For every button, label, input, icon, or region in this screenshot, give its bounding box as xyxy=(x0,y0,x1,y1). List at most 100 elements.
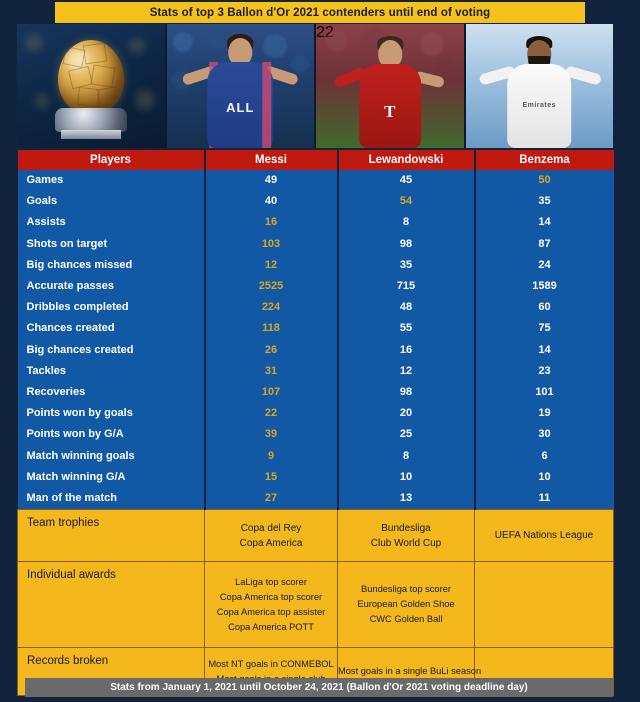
stat-label: Goals xyxy=(17,191,206,213)
stat-label: Chances created xyxy=(17,318,206,340)
stat-value-lewandowski: 12 xyxy=(337,360,476,383)
stat-value-messi: 103 xyxy=(204,233,339,255)
stat-value-lewandowski: 8 xyxy=(337,445,476,467)
stat-label: Accurate passes xyxy=(17,276,206,298)
award-item: European Golden Shoe xyxy=(357,599,455,610)
stat-value-benzema: 50 xyxy=(474,170,614,192)
stat-value-lewandowski: 55 xyxy=(337,318,476,340)
stat-label: Man of the match xyxy=(17,488,206,510)
award-row: Individual awards LaLiga top scorer Copa A… xyxy=(17,561,614,649)
table-row: Games 49 45 50 xyxy=(17,170,614,192)
stat-value-messi: 22 xyxy=(204,403,339,425)
awards-body: Team trophies Copa del Rey Copa America Bun… xyxy=(17,509,614,697)
stat-value-messi: 27 xyxy=(204,488,339,510)
table-row: Points won by G/A 39 25 30 xyxy=(17,424,614,446)
stat-label: Big chances created xyxy=(17,339,206,361)
stats-table: Players Messi Lewandowski Benzema Games 4… xyxy=(17,150,614,697)
award-label: Team trophies xyxy=(17,509,205,563)
stat-value-lewandowski: 98 xyxy=(337,233,476,255)
award-item: Copa del Rey xyxy=(240,522,302,534)
benzema-figure: Emirates xyxy=(466,24,614,148)
header-messi: Messi xyxy=(204,150,339,170)
stat-label: Match winning G/A xyxy=(17,466,206,489)
award-item: Most goals in a single BuLi season xyxy=(338,666,482,677)
table-row: Accurate passes 2525 715 1589 xyxy=(17,276,614,298)
stat-value-lewandowski: 20 xyxy=(337,403,476,425)
stat-value-lewandowski: 48 xyxy=(337,297,476,319)
header-lewandowski: Lewandowski xyxy=(337,150,476,170)
stat-label: Assists xyxy=(17,212,206,234)
table-row: Dribbles completed 224 48 60 xyxy=(17,297,614,319)
stat-value-benzema: 14 xyxy=(474,339,614,361)
stats-body: Games 49 45 50 Goals 40 54 35 Assists 16 8 14 Shots … xyxy=(17,170,614,510)
stat-value-messi: 12 xyxy=(204,254,339,277)
messi-photo: ALL xyxy=(164,24,315,148)
award-item: Bundesliga xyxy=(381,522,431,534)
header-players: Players xyxy=(17,150,206,170)
trophy-base xyxy=(54,108,127,132)
award-cell-benzema xyxy=(474,561,614,649)
stat-value-messi: 118 xyxy=(204,318,339,340)
stat-value-messi: 16 xyxy=(204,212,339,234)
header-row: Players Messi Lewandowski Benzema xyxy=(17,150,614,170)
stat-value-benzema: 1589 xyxy=(474,276,614,298)
award-item: CWC Golden Ball xyxy=(369,614,443,625)
stat-value-benzema: 10 xyxy=(474,466,614,489)
stat-value-benzema: 101 xyxy=(474,382,614,404)
lewandowski-photo: 22 T xyxy=(314,24,464,148)
stat-value-lewandowski: 25 xyxy=(337,424,476,446)
stat-value-lewandowski: 13 xyxy=(337,488,476,510)
trophy-plinth xyxy=(60,130,121,139)
table-row: Goals 40 54 35 xyxy=(17,191,614,213)
stat-label: Big chances missed xyxy=(17,254,206,277)
benzema-photo: Emirates xyxy=(463,24,614,148)
stat-value-benzema: 19 xyxy=(474,403,614,425)
footer-bar: Stats from January 1, 2021 until October… xyxy=(25,678,613,697)
stat-value-messi: 2525 xyxy=(204,276,339,298)
stat-label: Points won by goals xyxy=(17,403,206,425)
stat-value-benzema: 14 xyxy=(474,212,614,234)
table-header: Players Messi Lewandowski Benzema xyxy=(17,150,614,170)
award-item: Copa America top scorer xyxy=(219,591,323,602)
table-row: Big chances created 26 16 14 xyxy=(17,339,614,361)
stat-value-messi: 9 xyxy=(204,445,339,467)
stat-value-benzema: 60 xyxy=(474,297,614,319)
stat-value-lewandowski: 715 xyxy=(337,276,476,298)
award-cell-lewandowski: Bundesliga Club World Cup xyxy=(337,509,475,563)
table-row: Big chances missed 12 35 24 xyxy=(17,254,614,277)
award-cell-benzema: UEFA Nations League xyxy=(474,509,614,563)
table-row: Tackles 31 12 23 xyxy=(17,360,614,383)
page-title: Stats of top 3 Ballon d'Or 2021 contende… xyxy=(149,6,491,19)
stat-value-messi: 31 xyxy=(204,360,339,383)
stat-value-benzema: 87 xyxy=(474,233,614,255)
stat-label: Dribbles completed xyxy=(17,297,206,319)
stat-label: Points won by G/A xyxy=(17,424,206,446)
stat-value-messi: 107 xyxy=(204,382,339,404)
stat-value-lewandowski: 8 xyxy=(337,212,476,234)
lewandowski-figure: T xyxy=(316,24,464,148)
stat-value-messi: 26 xyxy=(204,339,339,361)
table-row: Match winning G/A 15 10 10 xyxy=(17,466,614,489)
table-row: Chances created 118 55 75 xyxy=(17,318,614,340)
table-row: Shots on target 103 98 87 xyxy=(17,233,614,255)
stat-value-benzema: 6 xyxy=(474,445,614,467)
stat-value-messi: 40 xyxy=(204,191,339,213)
stat-value-lewandowski: 98 xyxy=(337,382,476,404)
photo-strip: ALL 22 T xyxy=(17,24,613,148)
award-row: Team trophies Copa del Rey Copa America Bun… xyxy=(17,509,614,563)
award-item: Copa America xyxy=(239,537,303,549)
stat-value-lewandowski: 16 xyxy=(337,339,476,361)
stat-label: Tackles xyxy=(17,360,206,383)
stat-value-messi: 15 xyxy=(204,466,339,489)
award-item: LaLiga top scorer xyxy=(235,576,307,587)
award-cell-messi: Copa del Rey Copa America xyxy=(204,509,338,563)
kit-sponsor-text: Emirates xyxy=(522,102,557,109)
stat-value-benzema: 35 xyxy=(474,191,614,213)
footer-note: Stats from January 1, 2021 until October… xyxy=(110,682,528,693)
stat-label: Match winning goals xyxy=(17,445,206,467)
stat-label: Games xyxy=(17,170,206,192)
messi-figure: ALL xyxy=(167,24,315,148)
ballon-dor-trophy-photo xyxy=(17,24,165,148)
stat-value-benzema: 11 xyxy=(474,488,614,510)
